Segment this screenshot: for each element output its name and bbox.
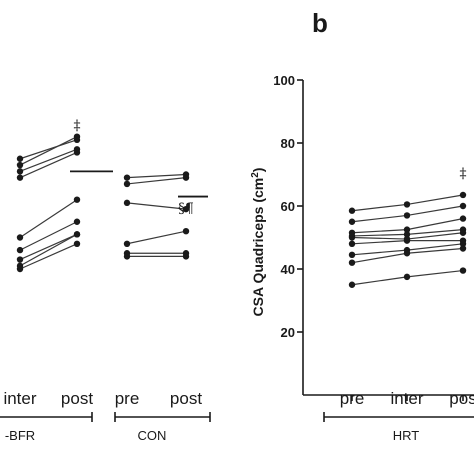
group-label-0: -BFR <box>5 428 35 443</box>
y-tick-label-20: 20 <box>281 325 295 340</box>
series-line-0-5 <box>19 221 78 251</box>
series-line-0-3 <box>19 151 78 179</box>
data-point-2-5-1 <box>403 237 411 244</box>
panel-label-b: b <box>312 8 328 38</box>
category-label-1-pre: pre <box>115 389 140 408</box>
data-point-2-4-0 <box>348 234 356 241</box>
data-point-2-8-0 <box>348 281 356 288</box>
data-point-0-3-0 <box>16 174 24 181</box>
data-point-0-7-1 <box>73 231 81 238</box>
data-point-0-5-1 <box>73 218 81 225</box>
data-point-1-3-1 <box>182 228 190 235</box>
data-point-2-0-2 <box>459 191 467 199</box>
series-line-0-1 <box>19 136 78 166</box>
y-tick-label-60: 60 <box>281 199 295 214</box>
data-point-2-8-2 <box>459 267 467 274</box>
points-layer <box>16 133 467 288</box>
y-tick-label-40: 40 <box>281 262 295 277</box>
data-point-2-2-2 <box>459 215 467 222</box>
data-point-2-7-1 <box>403 250 411 257</box>
series-lines-layer <box>19 136 464 286</box>
data-point-2-5-0 <box>348 240 356 247</box>
data-point-1-0-0 <box>123 174 131 181</box>
y-tick-label-80: 80 <box>281 136 295 151</box>
series-line-0-8 <box>19 243 78 270</box>
series-line-1-1 <box>126 177 187 185</box>
data-point-0-1-1 <box>73 133 81 140</box>
data-point-1-2-0 <box>123 199 131 207</box>
text-layer: 20 40 60 80 100 inter post ‡ -BFR pre post §¶ CON pre… <box>3 73 474 443</box>
data-point-0-8-1 <box>73 240 81 247</box>
data-point-1-5-0 <box>123 253 131 260</box>
series-line-0-7 <box>19 233 78 267</box>
data-point-2-7-2 <box>459 245 467 252</box>
y-axis-label: CSA Quadriceps (cm2) <box>250 168 266 317</box>
series-line-0-4 <box>19 199 78 239</box>
data-point-2-1-0 <box>348 218 356 225</box>
series-line-0-6 <box>19 233 78 261</box>
category-label-0-inter: inter <box>3 389 36 408</box>
data-point-2-7-0 <box>348 259 356 266</box>
group-label-2: HRT <box>393 428 420 443</box>
annotation-1-0: §¶ <box>178 201 194 217</box>
data-point-1-2-1 <box>182 205 190 213</box>
axes-layer <box>0 79 474 422</box>
series-line-1-0 <box>126 173 187 179</box>
data-point-0-1-0 <box>16 161 24 169</box>
data-point-2-8-1 <box>403 273 411 281</box>
data-point-2-6-2 <box>459 240 467 247</box>
category-label-2-pre: pre <box>340 389 365 408</box>
series-line-1-3 <box>126 230 187 245</box>
group-label-1: CON <box>138 428 167 443</box>
data-point-0-2-0 <box>16 168 24 175</box>
category-label-2-pos: pos <box>449 389 474 408</box>
data-point-2-6-0 <box>348 251 356 259</box>
data-point-1-1-1 <box>182 174 190 181</box>
data-point-2-0-1 <box>403 201 411 208</box>
data-point-0-8-0 <box>16 265 24 273</box>
annotation-2-0: ‡ <box>460 166 467 182</box>
data-point-2-0-0 <box>348 207 356 214</box>
data-point-2-4-2 <box>459 229 467 236</box>
series-line-0-0 <box>19 139 78 160</box>
data-point-0-5-0 <box>16 246 24 254</box>
data-point-1-1-0 <box>123 180 131 188</box>
category-label-2-inter: inter <box>390 389 423 408</box>
data-point-0-0-0 <box>16 155 24 162</box>
series-line-1-2 <box>126 202 187 210</box>
y-tick-label-100: 100 <box>273 73 295 88</box>
series-line-0-2 <box>19 148 78 172</box>
annotation-0-0: ‡ <box>74 118 81 134</box>
data-point-2-2-1 <box>403 226 411 233</box>
data-point-0-3-1 <box>73 149 81 156</box>
data-point-0-4-0 <box>16 234 24 241</box>
data-point-1-3-0 <box>123 240 131 247</box>
data-point-1-5-1 <box>182 253 190 260</box>
data-point-2-3-1 <box>403 231 411 238</box>
data-point-2-1-2 <box>459 202 467 210</box>
data-point-2-1-1 <box>403 212 411 219</box>
data-point-0-6-0 <box>16 256 24 263</box>
category-label-0-post: post <box>61 389 93 408</box>
category-label-1-post: post <box>170 389 202 408</box>
data-point-0-4-1 <box>73 196 81 203</box>
